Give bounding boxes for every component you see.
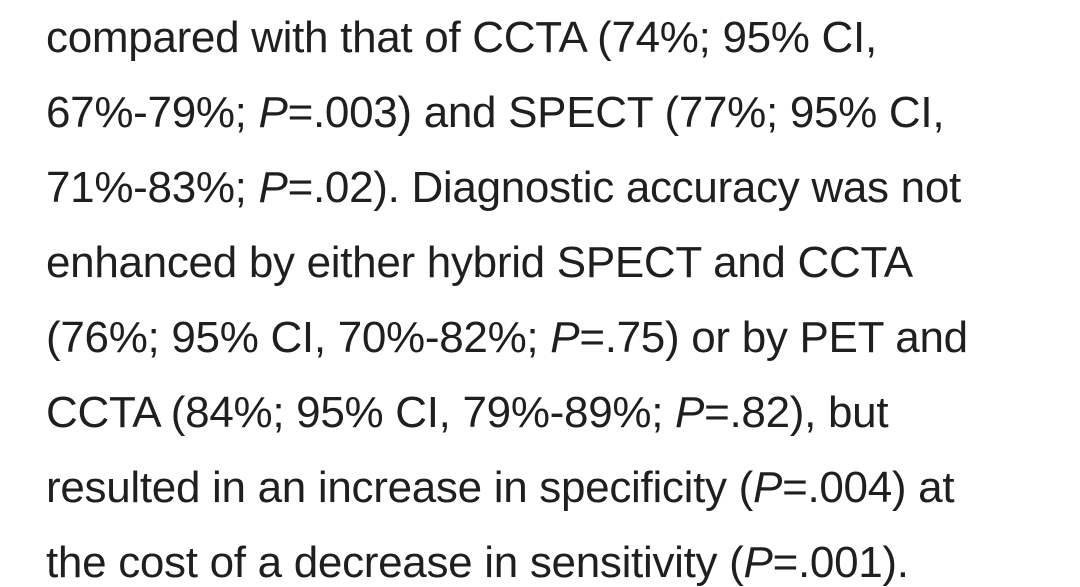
text-run: =.003) and SPECT (77%; 95% CI, — [287, 88, 945, 137]
p-value-symbol: P — [258, 163, 288, 212]
text-line: the cost of a decrease in sensitivity (P… — [46, 541, 909, 585]
text-run: =.75) or by PET and — [579, 313, 968, 362]
text-run: =.001). — [772, 538, 909, 587]
text-line: resulted in an increase in specificity (… — [46, 463, 955, 512]
p-value-symbol: P — [753, 463, 783, 512]
p-value-symbol: P — [258, 88, 288, 137]
p-value-symbol: P — [550, 313, 580, 362]
text-line: compared with that of CCTA (74%; 95% CI, — [46, 16, 877, 60]
text-run: =.82), but — [704, 388, 889, 437]
text-run: compared with that of CCTA (74%; 95% CI, — [46, 13, 877, 62]
p-value-symbol: P — [743, 538, 773, 587]
text-run: enhanced by either hybrid SPECT and CCTA — [46, 238, 913, 287]
text-run: resulted in an increase in specificity ( — [46, 463, 753, 512]
text-run: CCTA (84%; 95% CI, 79%-89%; — [46, 388, 676, 437]
text-line: 67%-79%; P=.003) and SPECT (77%; 95% CI, — [46, 88, 945, 137]
text-run: the cost of a decrease in sensitivity ( — [46, 538, 744, 587]
text-run: =.02). Diagnostic accuracy was not — [287, 163, 962, 212]
text-line: 71%-83%; P=.02). Diagnostic accuracy was… — [46, 166, 961, 210]
text-line: (76%; 95% CI, 70%-82%; P=.75) or by PET … — [46, 316, 968, 360]
text-line: enhanced by either hybrid SPECT and CCTA — [46, 241, 913, 285]
p-value-symbol: P — [675, 388, 705, 437]
text-run: (76%; 95% CI, 70%-82%; — [46, 313, 551, 362]
text-run: =.004) at — [782, 463, 955, 512]
text-run: 71%-83%; — [46, 163, 259, 212]
text-run: 67%-79%; — [46, 88, 259, 137]
text-line: CCTA (84%; 95% CI, 79%-89%; P=.82), but — [46, 388, 889, 437]
